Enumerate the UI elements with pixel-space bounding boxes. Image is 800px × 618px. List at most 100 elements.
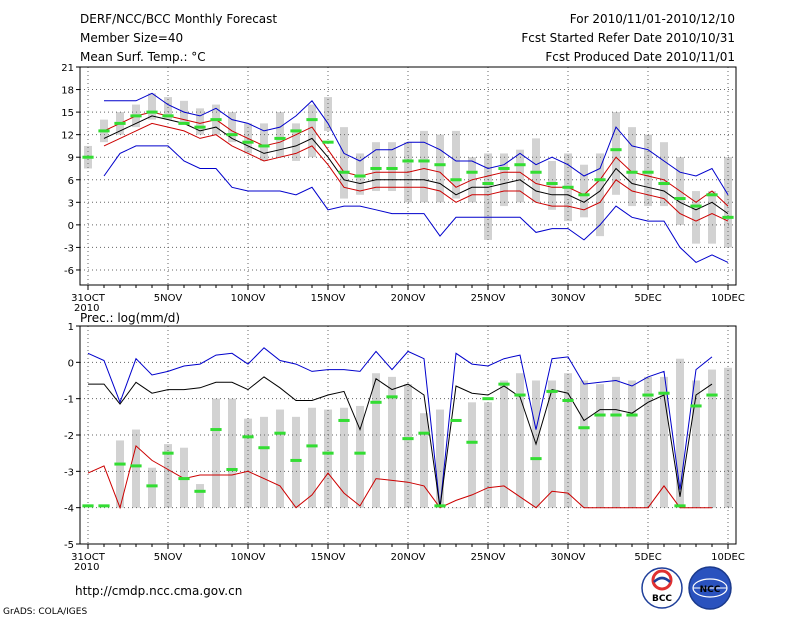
temp-xtick-label-4: 20NOV <box>391 293 426 304</box>
temp-ytick-label-4: 9 <box>68 153 74 164</box>
temp-median-33 <box>594 178 606 182</box>
temp-median-5 <box>146 110 158 114</box>
prec-xtick-label-2: 10NOV <box>231 552 266 563</box>
prec-box-32 <box>580 380 588 508</box>
prec-median-6 <box>162 451 174 455</box>
prec-median-12 <box>258 446 270 450</box>
temp-xtick-label-0: 31OCT <box>71 293 106 304</box>
temp-ytick-label-1: 18 <box>61 86 74 97</box>
temp-median-17 <box>338 170 350 174</box>
prec-median-1 <box>82 504 94 508</box>
temp-line-lower-red <box>103 122 729 222</box>
temp-xtick-label-1: 5NOV <box>154 293 183 304</box>
temp-line-upper-red <box>103 111 729 207</box>
temp-median-27 <box>498 166 510 170</box>
temp-median-9 <box>210 118 222 122</box>
temp-ytick-label-0: 21 <box>61 63 74 74</box>
prec-median-10 <box>226 468 238 472</box>
prec-median-18 <box>354 451 366 455</box>
temp-median-37 <box>658 182 670 186</box>
prec-box-35 <box>628 380 636 508</box>
prec-median-13 <box>274 431 286 435</box>
header-variable: Mean Surf. Temp.: °C <box>80 50 206 64</box>
prec-box-41 <box>724 367 732 508</box>
bcc-logo-text: BCC <box>652 594 672 604</box>
temp-box-17 <box>340 127 348 199</box>
prec-median-34 <box>610 413 622 417</box>
prec-median-38 <box>674 504 686 508</box>
prec-box-11 <box>244 418 252 508</box>
prec-box-5 <box>148 467 156 508</box>
temp-median-20 <box>386 166 398 170</box>
prec-median-37 <box>658 391 670 395</box>
temp-median-25 <box>466 170 478 174</box>
prec-box-13 <box>276 409 284 508</box>
temp-box-32 <box>580 164 588 218</box>
temp-ytick-label-5: 6 <box>68 176 74 187</box>
header-produced-date: Fcst Produced Date 2010/11/01 <box>545 50 735 64</box>
temp-ytick-label-3: 12 <box>61 131 74 142</box>
temp-box-39 <box>692 191 700 244</box>
temp-median-3 <box>114 121 126 125</box>
temp-median-1 <box>82 155 94 159</box>
prec-box-30 <box>548 380 556 508</box>
temp-box-19 <box>372 142 380 192</box>
prec-median-8 <box>194 489 206 493</box>
prec-median-20 <box>386 395 398 399</box>
footer-credit: GrADS: COLA/IGES <box>3 607 87 617</box>
temp-median-19 <box>370 166 382 170</box>
prec-box-27 <box>500 380 508 508</box>
temp-xtick-sublabel-0: 2010 <box>74 303 99 314</box>
temp-median-30 <box>546 182 558 186</box>
temp-median-12 <box>258 144 270 148</box>
prec-median-32 <box>578 426 590 430</box>
ncc-logo: NCC <box>688 566 732 610</box>
temp-box-5 <box>148 93 156 120</box>
footer-url[interactable]: http://cmdp.ncc.cma.gov.cn <box>75 584 242 598</box>
temp-median-39 <box>690 204 702 208</box>
temp-median-4 <box>130 114 142 118</box>
temp-box-40 <box>708 191 716 244</box>
prec-box-25 <box>468 402 476 508</box>
prec-xtick-label-7: 5DEC <box>634 552 661 563</box>
prec-xtick-label-6: 30NOV <box>551 552 586 563</box>
temp-xtick-label-5: 25NOV <box>471 293 506 304</box>
temp-median-31 <box>562 185 574 189</box>
temp-median-15 <box>306 118 318 122</box>
prec-median-9 <box>210 428 222 432</box>
temp-median-38 <box>674 197 686 201</box>
temp-median-35 <box>626 170 638 174</box>
prec-box-22 <box>420 413 428 508</box>
temp-box-16 <box>324 97 332 131</box>
prec-median-23 <box>434 504 446 508</box>
prec-xtick-label-4: 20NOV <box>391 552 426 563</box>
prec-box-39 <box>692 380 700 508</box>
prec-median-3 <box>114 462 126 466</box>
temp-median-14 <box>290 129 302 133</box>
temp-box-22 <box>420 130 428 203</box>
prec-median-19 <box>370 400 382 404</box>
prec-line-lower-red <box>87 444 712 510</box>
temp-box-26 <box>484 153 492 240</box>
bcc-logo: BCC <box>641 567 683 609</box>
prec-ytick-label-2: -1 <box>64 395 74 406</box>
temp-box-14 <box>292 123 300 161</box>
prec-median-35 <box>626 413 638 417</box>
temp-median-21 <box>402 159 414 163</box>
temp-box-8 <box>196 108 204 135</box>
temp-median-26 <box>482 182 494 186</box>
temp-box-23 <box>436 134 444 203</box>
prec-box-17 <box>340 407 348 508</box>
prec-ytick-label-1: 0 <box>68 358 74 369</box>
prec-median-25 <box>466 440 478 444</box>
prec-median-36 <box>642 393 654 397</box>
prec-box-40 <box>708 369 716 508</box>
prec-box-33 <box>596 384 604 508</box>
prec-median-24 <box>450 418 462 422</box>
prec-median-31 <box>562 398 574 402</box>
prec-box-20 <box>388 376 396 508</box>
temp-ytick-label-2: 15 <box>61 108 74 119</box>
temp-ytick-label-8: -3 <box>64 243 74 254</box>
temp-median-28 <box>514 163 526 167</box>
